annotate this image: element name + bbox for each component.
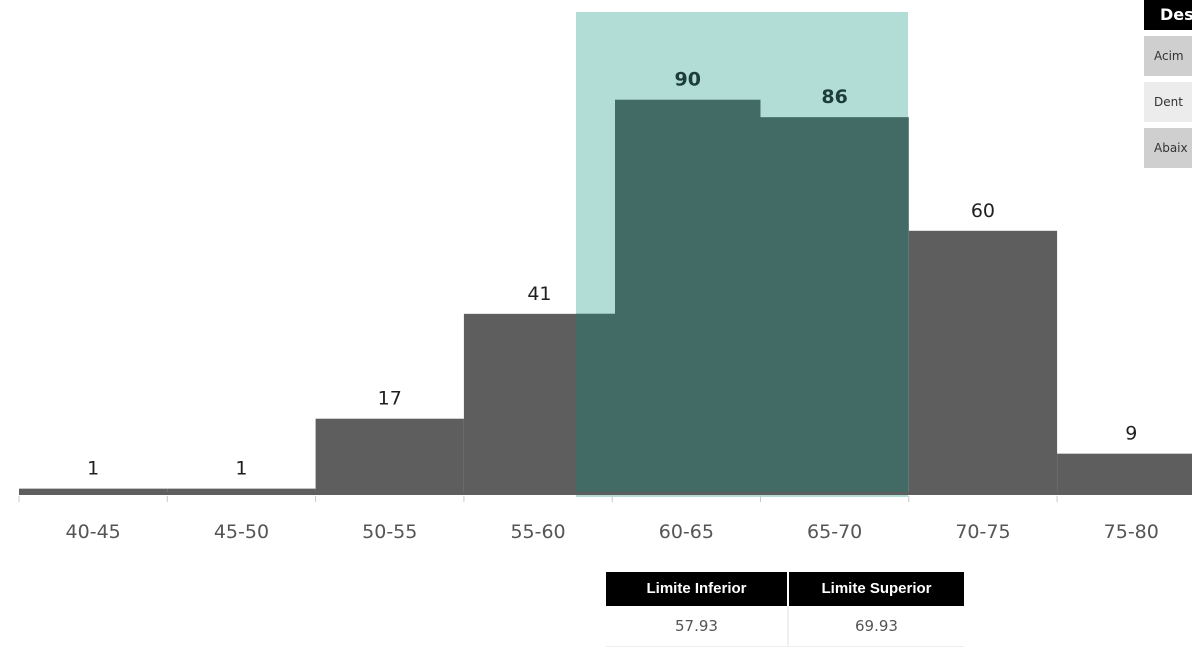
bar-50-55 bbox=[315, 418, 464, 493]
limits-value-row: 57.93 69.93 bbox=[606, 606, 964, 647]
data-label-55-60: 41 bbox=[527, 283, 551, 305]
bar-40-45 bbox=[19, 488, 168, 493]
tick-label-50-55: 50-55 bbox=[362, 521, 417, 543]
limits-table: Limite Inferior Limite Superior 57.93 69… bbox=[606, 572, 964, 647]
data-label-40-45: 1 bbox=[87, 458, 99, 480]
data-label-70-75: 60 bbox=[971, 200, 995, 222]
tick-label-65-70: 65-70 bbox=[807, 521, 862, 543]
bar-70-75 bbox=[908, 230, 1058, 494]
bar-45-50 bbox=[167, 488, 316, 493]
data-label-45-50: 1 bbox=[235, 458, 247, 480]
bar-75-80 bbox=[1057, 453, 1192, 493]
data-label-75-80: 9 bbox=[1125, 423, 1137, 445]
tick-label-75-80: 75-80 bbox=[1104, 521, 1159, 543]
bar-60-65 bbox=[615, 99, 761, 493]
tick-label-45-50: 45-50 bbox=[214, 521, 269, 543]
lower-limit-header: Limite Inferior bbox=[606, 572, 789, 606]
bar-65-70 bbox=[760, 117, 909, 494]
legend-title: Des bbox=[1144, 0, 1192, 30]
legend-item-above[interactable]: Acim bbox=[1144, 36, 1192, 76]
tick-label-60-65: 60-65 bbox=[659, 521, 714, 543]
legend-item-within[interactable]: Dent bbox=[1144, 82, 1192, 122]
bar-55-60-in-band bbox=[576, 313, 615, 493]
upper-limit-header: Limite Superior bbox=[789, 572, 964, 606]
tick-label-55-60: 55-60 bbox=[510, 521, 565, 543]
limits-header-row: Limite Inferior Limite Superior bbox=[606, 572, 964, 606]
data-label-65-70: 86 bbox=[821, 86, 847, 108]
data-label-50-55: 17 bbox=[378, 388, 402, 410]
tick-label-40-45: 40-45 bbox=[66, 521, 121, 543]
tick-label-70-75: 70-75 bbox=[955, 521, 1010, 543]
lower-limit-value: 57.93 bbox=[606, 606, 789, 647]
data-label-60-65: 90 bbox=[675, 69, 701, 91]
upper-limit-value: 69.93 bbox=[789, 606, 964, 647]
legend-panel: Des Acim Dent Abaix bbox=[1144, 0, 1192, 168]
legend-item-below[interactable]: Abaix bbox=[1144, 128, 1192, 168]
